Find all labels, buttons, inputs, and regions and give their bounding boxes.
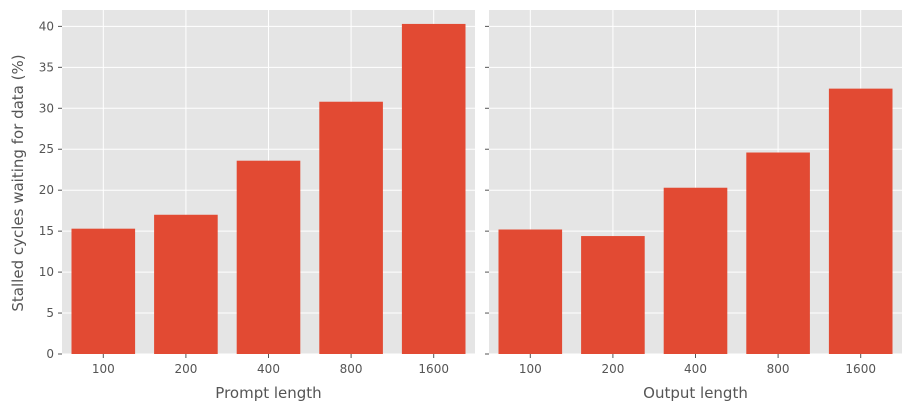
- prompt-y-tick-label: 30: [39, 101, 54, 115]
- prompt-bar-200: [154, 214, 218, 354]
- output-bar-200: [581, 236, 645, 354]
- prompt-y-tick-label: 25: [39, 142, 54, 156]
- prompt-y-tick-label: 35: [39, 60, 54, 74]
- prompt-x-axis-label: Prompt length: [215, 384, 321, 402]
- prompt-y-tick-label: 40: [39, 19, 54, 33]
- chart-panel-prompt-length: 0 5 10 15 20 25 30 35 40 100 200 400 800 1600 Prompt l…: [39, 10, 475, 402]
- prompt-y-tick-label: 15: [39, 224, 54, 238]
- prompt-y-tick-label: 5: [46, 306, 54, 320]
- prompt-x-tick-label: 200: [174, 362, 197, 376]
- output-x-tick-label: 100: [519, 362, 542, 376]
- output-x-axis-label: Output length: [643, 384, 748, 402]
- prompt-y-tick-label: 0: [46, 347, 54, 361]
- prompt-bar-800: [319, 101, 383, 354]
- prompt-x-tick-label: 1600: [418, 362, 449, 376]
- output-x-tick-label: 200: [601, 362, 624, 376]
- y-axis-label: Stalled cycles waiting for data (%): [9, 54, 27, 311]
- prompt-x-tick-label: 400: [257, 362, 280, 376]
- output-x-tick-label: 800: [767, 362, 790, 376]
- prompt-x-tick-label: 100: [92, 362, 115, 376]
- output-bar-1600: [828, 88, 893, 354]
- prompt-bar-1600: [401, 23, 466, 355]
- output-bar-100: [498, 229, 563, 354]
- output-x-tick-label: 400: [684, 362, 707, 376]
- output-bar-800: [746, 152, 810, 354]
- prompt-bar-100: [71, 228, 136, 354]
- output-x-tick-label: 1600: [845, 362, 876, 376]
- output-bar-400: [663, 187, 728, 354]
- prompt-x-tick-label: 800: [340, 362, 363, 376]
- prompt-y-tick-label: 10: [39, 265, 54, 279]
- chart-panel-output-length: 100 200 400 800 1600 Output length: [485, 10, 902, 402]
- prompt-bar-400: [236, 160, 301, 354]
- prompt-y-tick-label: 20: [39, 183, 54, 197]
